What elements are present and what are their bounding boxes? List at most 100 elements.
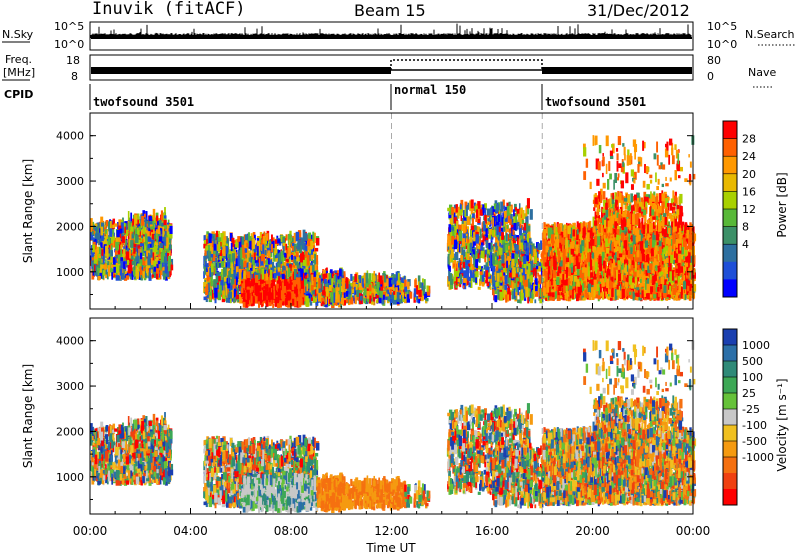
power-echo [419,282,421,288]
power-echo [278,303,280,307]
power-echo [236,258,238,266]
power-echo [325,297,327,305]
power-echo [213,239,215,245]
power-echo [235,273,237,276]
power-echo [389,278,391,287]
power-echo [316,238,319,246]
power-echo [116,265,119,273]
power-echo [344,300,346,305]
power-echo [205,256,208,259]
power-echo [322,281,324,290]
power-echo [379,290,382,297]
power-echo [139,266,141,272]
power-echo [101,249,103,256]
freq-unit-label: [MHz] [3,66,35,79]
power-echo [310,241,313,249]
power-echo [258,281,260,285]
power-echo [211,254,214,258]
power-echo [262,284,264,288]
power-echo [467,216,470,225]
power-echo [148,236,151,241]
power-echo [404,280,407,287]
power-echo [256,263,259,267]
power-echo [353,282,356,288]
power-echo [294,259,296,263]
power-echo [286,282,288,287]
power-echo [125,240,127,245]
power-echo [153,252,155,260]
power-echo [120,269,122,276]
power-echo [147,255,150,265]
power-echo [209,268,211,277]
power-echo [262,269,265,280]
power-echo [292,299,294,306]
power-echo [371,302,374,305]
power-echo [170,265,173,271]
rti-plot: Inuvik (fitACF) Beam 15 31/Dec/2012 N.Sk… [0,0,800,554]
power-echo [115,242,118,251]
power-echo [215,268,217,274]
power-echo [287,291,290,300]
power-echo [292,285,294,290]
power-echo [363,289,366,296]
power-echo [118,238,121,242]
power-echo [120,261,123,268]
power-echo [334,275,336,282]
power-echo [296,274,298,278]
freq-band-1 [91,67,391,74]
power-echo [252,259,255,265]
cpid-label: CPID [4,88,33,101]
power-echo [160,243,163,247]
power-echo [242,252,245,258]
cpid-segment-1: twofsound 3501 [93,95,194,109]
power-echo [92,244,95,252]
power-echo [383,295,385,300]
power-echo [351,297,354,304]
power-echo [275,255,277,258]
power-echo [261,304,263,307]
power-echo [146,266,148,274]
power-echo [339,291,341,294]
power-echo [298,297,301,308]
power-echo [165,231,167,236]
power-echo [274,291,276,299]
power-echo [404,286,407,291]
nsearch-label: N.Search [745,28,795,41]
power-echo [241,288,244,293]
power-echo [223,267,226,274]
power-echo [330,292,332,303]
power-echo [115,255,117,259]
power-echo [111,265,114,268]
date-title: 31/Dec/2012 [587,1,690,20]
power-echo [130,227,133,232]
power-echo [92,257,94,260]
power-echo [277,239,280,243]
power-echo [391,280,393,284]
power-echo [265,273,268,280]
power-echo [251,296,253,304]
power-echo [296,277,298,284]
power-echo [97,276,100,280]
power-echo [258,301,260,307]
power-echo [305,276,307,280]
power-echo [369,284,372,291]
power-echo [232,277,235,285]
power-echo [266,234,268,241]
power-echo [246,243,248,247]
power-echo [159,220,162,226]
power-echo [114,223,117,226]
power-echo [210,276,213,286]
power-echo [245,282,247,290]
power-echo [160,270,162,280]
power-echo [239,269,241,279]
power-echo [257,246,259,256]
power-echo [111,268,113,272]
power-echo [252,238,255,249]
power-echo [349,281,351,284]
power-echo [90,218,93,229]
power-echo [154,267,156,272]
power-echo [272,290,274,296]
power-echo [265,287,268,290]
power-echo [301,280,304,287]
power-echo [334,293,336,303]
